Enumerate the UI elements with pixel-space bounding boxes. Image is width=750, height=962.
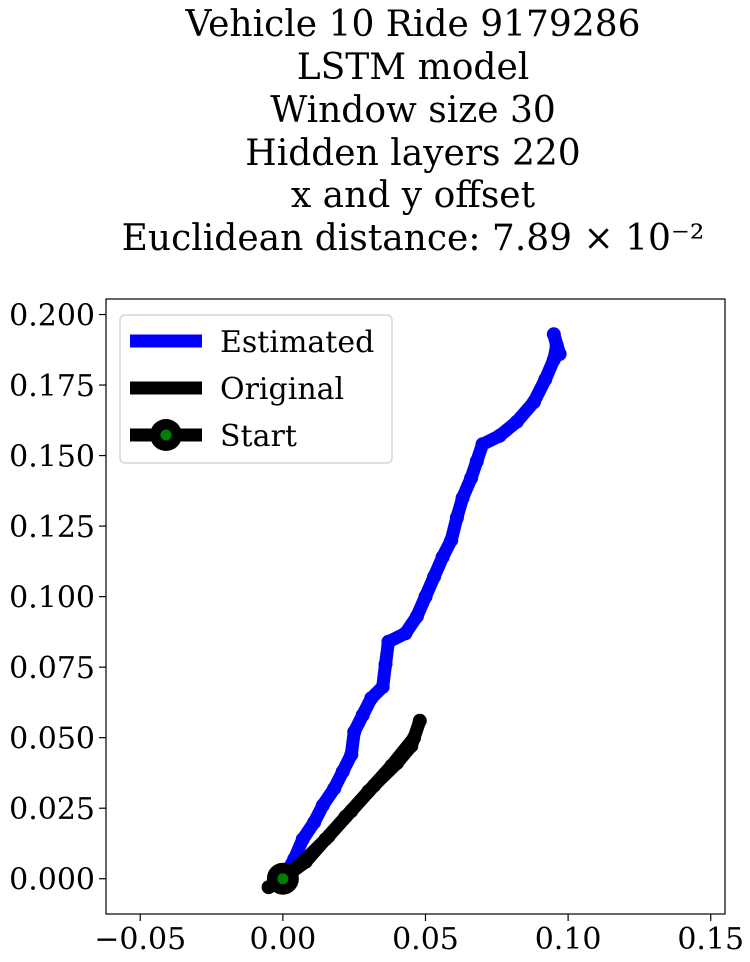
data-point-estimated bbox=[409, 609, 424, 624]
data-point-estimated bbox=[538, 372, 553, 387]
legend-marker-center bbox=[160, 429, 172, 441]
data-point-estimated bbox=[455, 490, 470, 505]
plot-frame bbox=[105, 298, 726, 915]
data-point-estimated bbox=[295, 832, 310, 847]
data-point-original bbox=[384, 758, 399, 773]
y-tick-label: 0.100 bbox=[9, 581, 95, 616]
data-point-original bbox=[412, 713, 427, 728]
data-point-estimated bbox=[464, 471, 479, 486]
data-point-original bbox=[407, 730, 422, 745]
x-tick-label: −0.05 bbox=[94, 922, 186, 957]
data-point-estimated bbox=[546, 327, 561, 342]
title-line-4: Hidden layers 220 bbox=[245, 133, 580, 174]
data-point-estimated bbox=[427, 569, 441, 584]
data-point-estimated bbox=[327, 781, 342, 796]
data-point-estimated bbox=[418, 589, 433, 604]
title-line-2: LSTM model bbox=[297, 47, 530, 88]
y-tick-label: 0.175 bbox=[9, 369, 95, 404]
x-tick-label: 0.15 bbox=[677, 922, 744, 957]
data-point-estimated bbox=[469, 454, 484, 469]
chart-title: Vehicle 10 Ride 9179286 LSTM model Windo… bbox=[122, 4, 705, 259]
data-point-estimated bbox=[435, 550, 450, 565]
data-point-estimated bbox=[552, 347, 567, 361]
data-point-estimated bbox=[335, 764, 350, 779]
legend-label-start: Start bbox=[220, 419, 297, 454]
data-point-estimated bbox=[449, 510, 464, 525]
data-point-estimated bbox=[378, 657, 393, 672]
data-point-estimated bbox=[344, 747, 359, 762]
data-point-estimated bbox=[364, 691, 379, 706]
x-tick-label: 0.05 bbox=[392, 922, 459, 957]
y-tick-label: 0.000 bbox=[9, 863, 95, 898]
legend-label-estimated: Estimated bbox=[220, 325, 374, 360]
data-point-estimated bbox=[526, 395, 541, 409]
data-point-original bbox=[338, 809, 353, 824]
data-point-estimated bbox=[381, 634, 396, 649]
data-point-estimated bbox=[315, 798, 330, 813]
legend-label-original: Original bbox=[220, 372, 344, 407]
axis-ticks: −0.05 0.00 0.05 0.10 0.15 0.000 0.025 0.050 0.07… bbox=[9, 299, 744, 957]
series-line-original bbox=[262, 714, 427, 894]
y-tick-label: 0.025 bbox=[9, 792, 95, 827]
data-point-estimated bbox=[375, 679, 390, 694]
y-tick-label: 0.150 bbox=[9, 440, 95, 475]
data-point-estimated bbox=[307, 815, 322, 830]
x-tick-label: 0.00 bbox=[249, 922, 316, 957]
start-marker-center bbox=[277, 873, 289, 885]
title-line-6: Euclidean distance: 7.89 × 10⁻² bbox=[122, 218, 705, 259]
data-point-original bbox=[298, 854, 313, 869]
y-tick-label: 0.125 bbox=[9, 510, 95, 545]
x-tick-label: 0.10 bbox=[535, 922, 602, 957]
title-line-3: Window size 30 bbox=[270, 90, 556, 131]
data-point-estimated bbox=[347, 725, 362, 739]
data-point-estimated bbox=[492, 428, 507, 443]
data-point-estimated bbox=[475, 437, 490, 452]
y-tick-label: 0.075 bbox=[9, 651, 95, 686]
data-point-estimated bbox=[509, 414, 524, 429]
legend: Estimated Original Start bbox=[119, 314, 393, 464]
y-tick-label: 0.200 bbox=[9, 299, 95, 334]
data-point-original bbox=[318, 832, 333, 847]
data-point-estimated bbox=[444, 533, 459, 548]
y-tick-label: 0.050 bbox=[9, 722, 95, 757]
plot-area bbox=[261, 327, 567, 895]
data-point-estimated bbox=[355, 708, 370, 723]
title-line-5: x and y offset bbox=[291, 175, 536, 216]
title-line-1: Vehicle 10 Ride 9179286 bbox=[184, 4, 640, 45]
legend-box bbox=[119, 314, 393, 464]
data-point-estimated bbox=[398, 626, 413, 641]
data-point-original bbox=[361, 784, 376, 799]
